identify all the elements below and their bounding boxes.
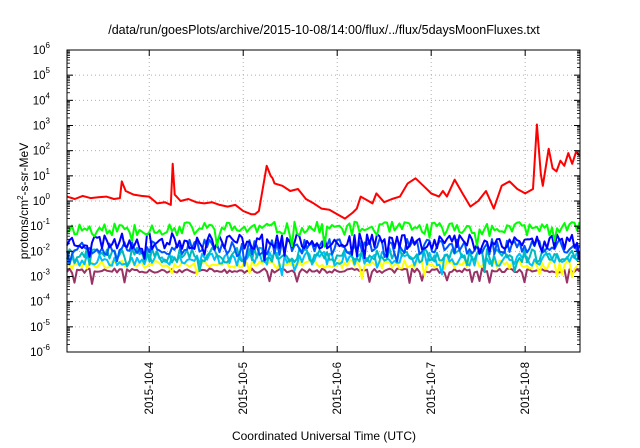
y-tick-exponent: -1: [43, 217, 51, 226]
y-axis-label-post: -s-sr-MeV: [17, 143, 31, 196]
y-tick-exponent: -6: [43, 343, 51, 352]
y-tick-base: 10: [30, 322, 43, 334]
y-tick-base: 10: [30, 347, 43, 359]
series-line: [66, 220, 581, 248]
y-tick-exponent: 1: [46, 167, 51, 176]
series-line: [66, 123, 581, 220]
x-tick-label: 2015-10-8: [520, 362, 532, 414]
y-axis-label-pre: protons/cm: [17, 200, 31, 259]
y-tick-base: 10: [33, 196, 46, 208]
y-tick-label: 10-4: [30, 293, 50, 309]
y-tick-exponent: 6: [46, 41, 51, 50]
y-tick-exponent: 3: [46, 117, 51, 126]
y-tick-label: 106: [33, 41, 51, 57]
y-tick-exponent: 5: [46, 66, 51, 75]
series-layer: [66, 123, 581, 285]
x-axis-label: Coordinated Universal Time (UTC): [232, 429, 416, 443]
grid: [67, 50, 580, 352]
y-tick-label: 102: [33, 142, 51, 158]
y-tick-exponent: 0: [46, 192, 51, 201]
y-tick-label: 103: [33, 117, 51, 133]
x-tick-label: 2015-10-4: [144, 361, 156, 414]
y-tick-base: 10: [30, 297, 43, 309]
y-tick-exponent: -4: [43, 293, 51, 302]
y-tick-exponent: -5: [43, 318, 51, 327]
y-tick-base: 10: [33, 45, 46, 57]
y-axis-ticks: 10-610-510-410-310-210-11001011021031041…: [30, 41, 580, 359]
y-tick-label: 10-5: [30, 318, 50, 334]
y-tick-base: 10: [30, 221, 43, 233]
x-tick-label: 2015-10-7: [426, 362, 438, 414]
y-tick-label: 100: [33, 192, 51, 208]
y-tick-label: 104: [33, 91, 51, 107]
y-tick-label: 101: [33, 167, 51, 183]
y-tick-base: 10: [33, 121, 46, 133]
y-tick-base: 10: [33, 95, 46, 107]
x-tick-label: 2015-10-5: [238, 362, 250, 414]
y-tick-base: 10: [33, 171, 46, 183]
y-tick-base: 10: [30, 272, 43, 284]
y-tick-exponent: -3: [43, 268, 51, 277]
y-tick-label: 10-3: [30, 268, 50, 284]
y-tick-label: 10-1: [30, 217, 50, 233]
x-tick-label: 2015-10-6: [332, 362, 344, 414]
y-axis-label-sup: 2: [16, 195, 25, 200]
y-tick-exponent: 4: [46, 91, 51, 100]
y-tick-label: 10-6: [30, 343, 50, 359]
y-tick-base: 10: [33, 70, 46, 82]
series-line: [66, 267, 581, 285]
y-tick-base: 10: [33, 146, 46, 158]
y-tick-exponent: 2: [46, 142, 51, 151]
y-axis-label: protons/cm2-s-sr-MeV: [16, 143, 31, 259]
y-tick-exponent: -2: [43, 242, 51, 251]
x-axis-ticks: 2015-10-4 2015-10-5 2015-10-6 2015-10-7 2015…: [144, 50, 532, 414]
y-tick-label: 10-2: [30, 242, 50, 258]
y-tick-base: 10: [30, 246, 43, 258]
series-line: [66, 259, 581, 280]
chart-title: /data/run/goesPlots/archive/2015-10-08/1…: [108, 23, 540, 37]
y-tick-label: 105: [33, 66, 51, 82]
